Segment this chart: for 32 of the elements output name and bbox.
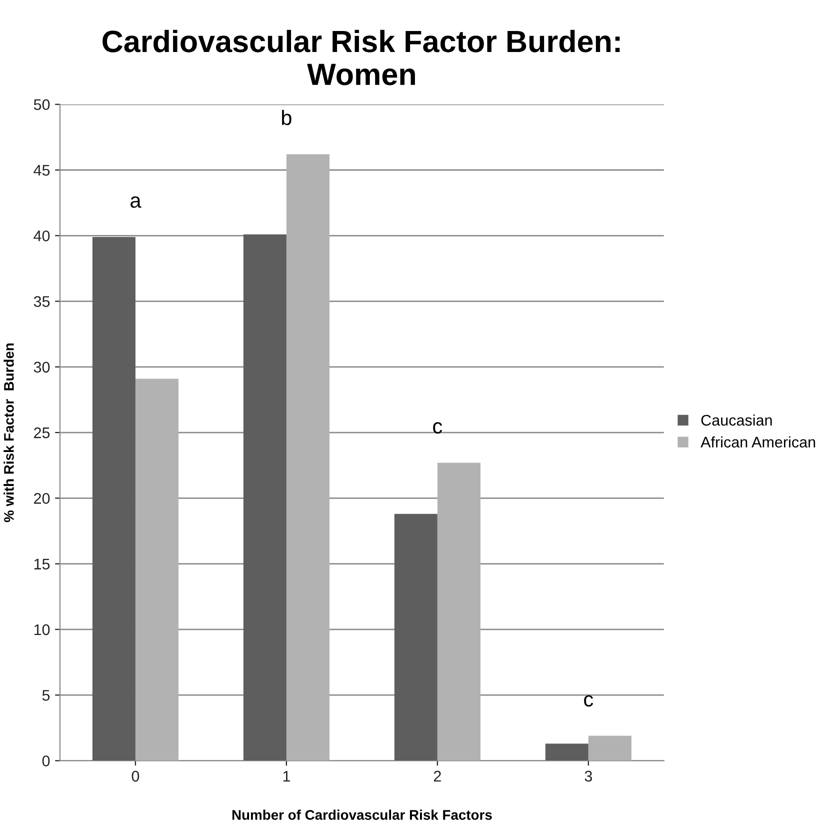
bar	[286, 154, 330, 761]
y-tick-label: 45	[34, 165, 50, 176]
annotation: b	[282, 110, 292, 126]
y-tick-label: 50	[34, 99, 50, 110]
y-tick-label: 30	[34, 362, 50, 373]
y-tick-label: 10	[34, 624, 50, 636]
y-tick-label: 0	[42, 756, 50, 766]
y-tick-label: 5	[42, 690, 50, 701]
y-tick-label: 20	[34, 493, 50, 504]
y-tick-label: 35	[34, 296, 50, 307]
annotation: a	[130, 196, 142, 208]
x-tick-label: 2	[434, 770, 441, 782]
x-tick-label: 3	[584, 770, 592, 782]
bar	[545, 744, 588, 761]
bar	[92, 236, 136, 761]
bar	[135, 378, 178, 761]
bar	[394, 514, 438, 761]
bar	[243, 234, 286, 761]
chart-title: Cardiovascular Risk Factor Burden: Women	[102, 30, 620, 86]
legend-label: African American	[700, 436, 816, 448]
x-tick-label: 0	[132, 770, 140, 782]
annotation: c	[433, 422, 442, 434]
bar	[588, 736, 632, 761]
x-axis-title: Number of Cardiovascular Risk Factors	[232, 810, 492, 820]
y-tick-label: 40	[34, 230, 50, 242]
y-tick-label: 15	[34, 558, 50, 570]
legend-label: Caucasian	[701, 414, 772, 426]
bar	[437, 462, 480, 761]
annotation: c	[584, 695, 594, 707]
x-tick-label: 1	[283, 770, 290, 782]
y-tick-label: 25	[34, 427, 50, 438]
y-axis-title: % with Risk Factor Burden	[4, 343, 14, 522]
